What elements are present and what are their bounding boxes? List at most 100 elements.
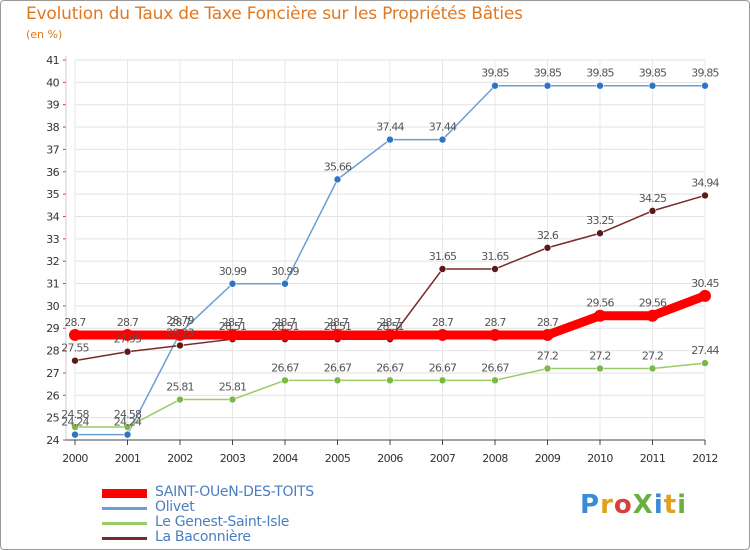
data-label: 31.65	[481, 250, 509, 263]
data-label: 28.51	[271, 320, 299, 333]
data-label: 28.7	[64, 316, 86, 329]
data-point	[281, 376, 289, 385]
data-label: 27.55	[61, 342, 89, 355]
legend-label: Olivet	[155, 499, 195, 515]
data-label: 27.44	[691, 344, 719, 357]
x-tick-label: 2010	[587, 452, 613, 465]
y-tick-label: 33	[46, 233, 59, 246]
data-point	[333, 376, 342, 385]
y-tick-label: 24	[46, 434, 59, 447]
x-tick-label: 2005	[325, 452, 351, 465]
legend-label: SAINT-OUeN-DES-TOITS	[155, 484, 314, 500]
data-label: 24.24	[114, 416, 142, 429]
data-point	[648, 207, 657, 215]
data-point	[226, 328, 239, 341]
data-label: 28.7	[117, 316, 139, 329]
legend-label: La Baconnière	[155, 529, 251, 545]
data-label: 35.66	[324, 160, 352, 173]
data-label: 28.51	[324, 320, 352, 333]
data-label: 26.67	[271, 361, 299, 374]
legend-swatch	[102, 537, 147, 540]
legend-swatch	[102, 522, 147, 525]
data-point	[71, 430, 79, 439]
data-label: 24.58	[61, 408, 89, 421]
data-label: 34.25	[639, 192, 667, 205]
data-point	[228, 279, 237, 288]
x-tick-label: 2012	[692, 452, 718, 465]
data-label: 28.7	[327, 316, 349, 329]
data-point	[384, 328, 396, 341]
data-point	[386, 135, 394, 144]
y-tick-label: 28	[46, 345, 59, 358]
data-label: 28.7	[169, 316, 191, 329]
data-point	[701, 81, 709, 90]
legend-swatch	[102, 489, 147, 498]
x-tick-label: 2008	[482, 452, 508, 465]
y-tick-label: 41	[46, 54, 59, 67]
data-point	[701, 191, 709, 200]
logo-letter: t	[663, 490, 678, 520]
data-label: 27.2	[537, 349, 558, 362]
data-point	[123, 423, 132, 431]
logo-letter: r	[600, 490, 614, 520]
data-point	[541, 328, 554, 341]
data-point	[489, 328, 501, 341]
data-label: 37.44	[429, 121, 457, 134]
x-tick-label: 2003	[220, 452, 246, 465]
data-label: 28.7	[222, 316, 244, 329]
data-label: 25.81	[219, 381, 247, 394]
data-point	[176, 395, 184, 404]
x-tick-label: 2009	[535, 452, 561, 465]
y-tick-label: 35	[46, 188, 59, 201]
chart-subtitle: (en %)	[26, 28, 63, 41]
data-point	[438, 135, 447, 144]
data-label: 26.67	[324, 361, 352, 374]
data-point	[543, 364, 552, 373]
data-labels: 28.7 28.7 28.7 28.7 28.7 28.7 28.7 28.7 28.7 28.7…	[61, 67, 720, 429]
data-label: 28.51	[376, 320, 404, 333]
data-point	[648, 364, 657, 373]
data-point	[543, 81, 552, 90]
data-label: 30.99	[219, 265, 247, 278]
data-label: 24.58	[114, 408, 142, 421]
y-tick-label: 34	[46, 210, 59, 223]
data-label: 28.7	[432, 316, 454, 329]
legend-label: Le Genest-Saint-Isle	[155, 514, 290, 530]
data-point	[596, 229, 604, 238]
logo-letter: P	[580, 490, 601, 520]
data-point	[436, 328, 449, 341]
y-tick-label: 32	[46, 255, 59, 268]
data-label: 31.65	[429, 250, 457, 263]
data-label: 39.85	[586, 67, 614, 80]
data-label: 39.85	[639, 67, 667, 80]
data-point	[438, 376, 447, 385]
y-tick-label: 31	[46, 278, 59, 291]
data-label: 28.79	[166, 314, 194, 327]
axes: 24 25 26 27 28 29 30 31 32 33 34 35 36 37 38 39 40 41 2000…	[46, 54, 718, 465]
data-label: 29.56	[639, 297, 667, 310]
data-label: 30.45	[691, 277, 719, 290]
data-point	[699, 289, 711, 302]
data-label: 27.2	[642, 349, 663, 362]
data-point	[228, 395, 237, 404]
data-label: 39.85	[481, 67, 509, 80]
data-point	[648, 81, 657, 90]
data-point	[491, 265, 499, 273]
data-point	[123, 430, 132, 439]
data-label: 29.56	[586, 297, 614, 310]
logo-letter: X	[632, 490, 654, 520]
data-point	[176, 341, 184, 350]
logo-letter: i	[653, 490, 664, 520]
proxiti-logo: ProXiti	[580, 490, 687, 520]
data-label: 24.24	[61, 416, 89, 429]
data-label: 28.51	[219, 320, 247, 333]
y-tick-label: 29	[46, 322, 59, 335]
y-tick-label: 37	[46, 143, 59, 156]
x-tick-label: 2011	[640, 452, 666, 465]
data-point	[386, 376, 394, 385]
data-point	[491, 81, 499, 90]
data-point	[543, 243, 552, 252]
x-tick-label: 2001	[115, 452, 141, 465]
series-layer	[69, 81, 711, 439]
